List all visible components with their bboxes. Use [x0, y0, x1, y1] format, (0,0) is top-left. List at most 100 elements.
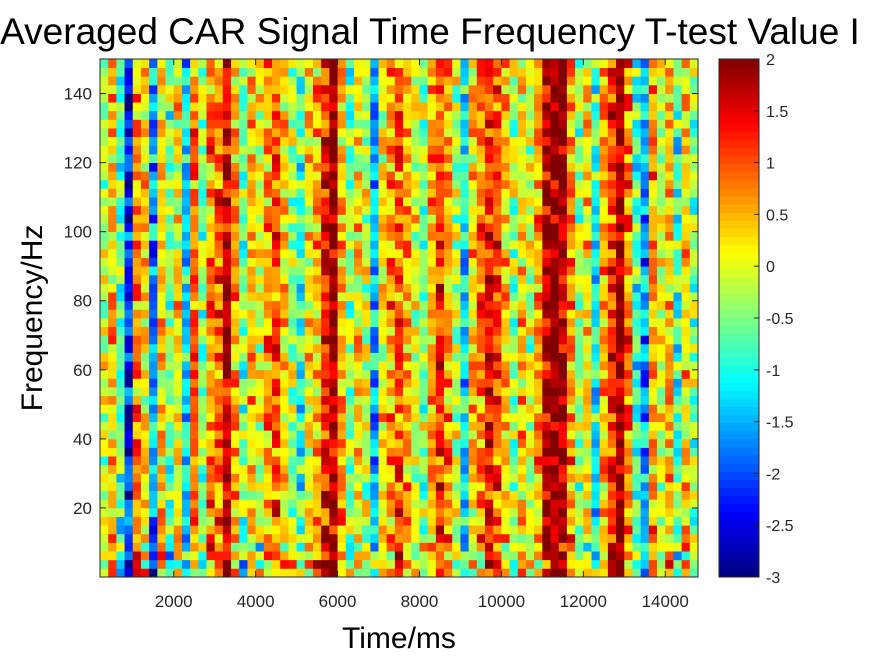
heatmap-cell — [378, 343, 388, 353]
x-tick-label: 10000 — [478, 592, 525, 611]
heatmap-cell — [296, 482, 306, 492]
heatmap-cell — [575, 473, 584, 483]
heatmap-cell — [312, 145, 322, 155]
heatmap-cell — [165, 499, 175, 509]
heatmap-cell — [181, 110, 191, 120]
heatmap-cell — [411, 188, 420, 198]
heatmap-cell — [149, 361, 158, 371]
heatmap-cell — [132, 248, 142, 258]
heatmap-cell — [304, 248, 314, 258]
heatmap-cell — [321, 387, 330, 397]
heatmap-cell — [272, 335, 281, 345]
heatmap-cell — [312, 533, 322, 543]
heatmap-cell — [485, 404, 494, 414]
heatmap-cell — [616, 395, 625, 405]
heatmap-cell — [329, 292, 338, 302]
heatmap-cell — [509, 84, 519, 94]
heatmap-cell — [452, 102, 461, 112]
heatmap-cell — [370, 369, 379, 379]
heatmap-cell — [149, 188, 158, 198]
heatmap-cell — [190, 318, 199, 328]
heatmap-cell — [247, 179, 257, 189]
heatmap-cell — [329, 266, 338, 276]
heatmap-cell — [542, 473, 551, 483]
heatmap-cell — [165, 119, 175, 129]
colorbar-segment — [719, 212, 759, 222]
heatmap-cell — [263, 404, 273, 414]
heatmap-cell — [140, 162, 150, 172]
heatmap-cell — [517, 352, 527, 362]
heatmap-cell — [566, 110, 576, 120]
heatmap-cell — [476, 335, 486, 345]
heatmap-cell — [304, 257, 314, 267]
heatmap-cell — [353, 300, 363, 310]
heatmap-cell — [206, 516, 216, 526]
heatmap-cell — [255, 352, 265, 362]
heatmap-cell — [607, 438, 617, 448]
heatmap-cell — [140, 490, 150, 500]
heatmap-cell — [435, 179, 445, 189]
heatmap-cell — [534, 430, 543, 440]
heatmap-cell — [165, 343, 175, 353]
heatmap-cell — [231, 283, 240, 293]
heatmap-cell — [222, 395, 232, 405]
heatmap-cell — [190, 171, 199, 181]
heatmap-cell — [321, 516, 330, 526]
heatmap-cell — [386, 542, 396, 552]
heatmap-cell — [272, 533, 281, 543]
heatmap-cell — [190, 326, 199, 336]
heatmap-cell — [403, 430, 412, 440]
heatmap-cell — [362, 231, 371, 241]
heatmap-cell — [247, 188, 257, 198]
heatmap-cell — [583, 292, 592, 302]
heatmap-cell — [403, 76, 412, 86]
heatmap-cell — [140, 326, 150, 336]
heatmap-cell — [337, 387, 347, 397]
heatmap-cell — [255, 119, 265, 129]
heatmap-cell — [132, 223, 142, 233]
heatmap-cell — [599, 128, 609, 138]
heatmap-cell — [665, 525, 674, 535]
heatmap-cell — [345, 266, 355, 276]
heatmap-cell — [501, 274, 510, 284]
heatmap-cell — [173, 231, 183, 241]
heatmap-cell — [485, 231, 494, 241]
heatmap-cell — [181, 551, 191, 561]
heatmap-cell — [460, 533, 470, 543]
heatmap-cell — [345, 369, 355, 379]
heatmap-cell — [493, 240, 502, 250]
heatmap-cell — [231, 240, 240, 250]
heatmap-cell — [345, 110, 355, 120]
heatmap-cell — [558, 110, 568, 120]
heatmap-cell — [100, 102, 109, 112]
heatmap-cell — [231, 266, 240, 276]
heatmap-cell — [378, 145, 388, 155]
heatmap-cell — [411, 171, 420, 181]
heatmap-cell — [370, 179, 379, 189]
heatmap-cell — [206, 274, 216, 284]
heatmap-cell — [140, 119, 150, 129]
heatmap-cell — [149, 369, 158, 379]
heatmap-cell — [599, 456, 609, 466]
heatmap-cell — [550, 525, 560, 535]
heatmap-cell — [304, 551, 314, 561]
heatmap-cell — [263, 179, 273, 189]
heatmap-cell — [100, 171, 109, 181]
heatmap-cell — [239, 309, 248, 319]
heatmap-cell — [427, 179, 437, 189]
heatmap-cell — [288, 67, 297, 77]
heatmap-cell — [370, 361, 379, 371]
heatmap-cell — [616, 516, 625, 526]
heatmap-cell — [632, 223, 642, 233]
heatmap-cell — [673, 464, 683, 474]
heatmap-cell — [501, 179, 510, 189]
heatmap-cell — [108, 387, 117, 397]
heatmap-cell — [525, 110, 535, 120]
heatmap-cell — [476, 499, 486, 509]
heatmap-cell — [378, 248, 388, 258]
heatmap-cell — [607, 343, 617, 353]
heatmap-cell — [181, 559, 191, 569]
colorbar-segment — [719, 504, 759, 513]
heatmap-cell — [452, 292, 461, 302]
heatmap-cell — [525, 507, 535, 517]
